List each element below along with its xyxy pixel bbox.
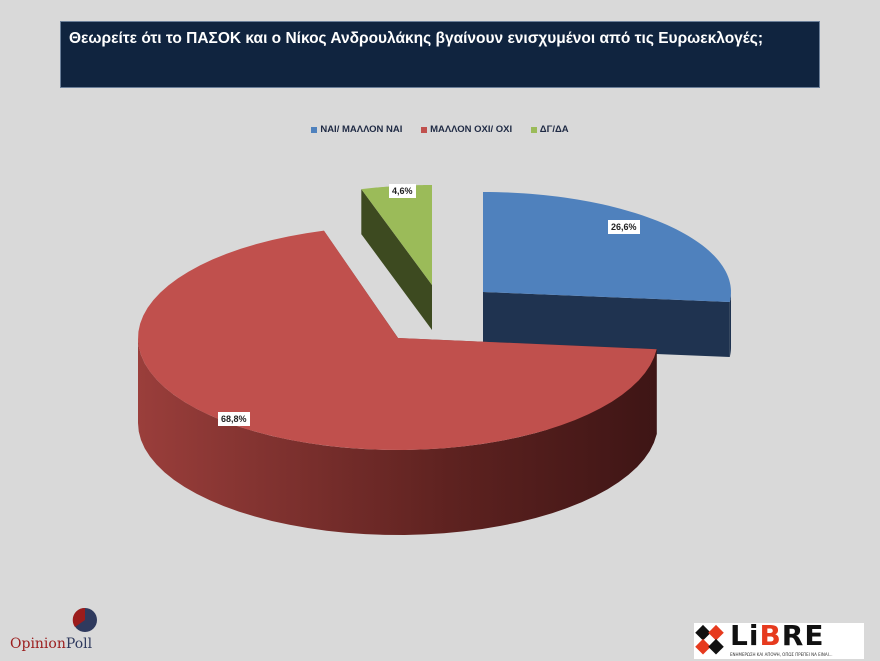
pie-slice-yes-wall — [729, 292, 731, 358]
data-label-no: 68,8% — [218, 412, 250, 426]
data-label-dk: 4,6% — [389, 184, 416, 198]
legend-label: ΝΑΙ/ ΜΑΛΛΟΝ ΝΑΙ — [320, 124, 403, 135]
legend-label: ΔΓ/ΔΑ — [539, 124, 569, 135]
opinionpoll-logo-icon — [72, 607, 97, 632]
opinionpoll-logo-text: OpinionPoll — [10, 636, 93, 652]
pie-slice-yes — [483, 192, 731, 303]
chart-title: Θεωρείτε ότι το ΠΑΣΟΚ και ο Νίκος Ανδρου… — [69, 30, 763, 47]
legend-swatch — [530, 126, 537, 133]
data-label-yes: 26,6% — [608, 220, 640, 234]
pie-slice-no — [138, 230, 657, 450]
legend: ΝΑΙ/ ΜΑΛΛΟΝ ΝΑΙ ΜΑΛΛΟΝ ΟΧΙ/ ΟΧΙ ΔΓ/ΔΑ — [0, 124, 880, 136]
legend-item-no: ΜΑΛΛΟΝ ΟΧΙ/ ΟΧΙ — [421, 124, 512, 135]
libre-tagline: ΕΝΗΜΕΡΩΣΗ ΚΑΙ ΑΠΟΨΗ, ΟΠΩΣ ΠΡΕΠΕΙ ΝΑ ΕΙΝΑ… — [730, 652, 833, 657]
legend-swatch — [421, 126, 428, 133]
legend-label: ΜΑΛΛΟΝ ΟΧΙ/ ΟΧΙ — [430, 124, 513, 135]
pie-slice-dk — [361, 185, 432, 285]
pie-slice-yes-side-face — [483, 292, 730, 358]
pie-slice-no-wall — [138, 338, 657, 535]
legend-swatch — [311, 126, 318, 133]
libre-logo-text: LiBRE — [730, 619, 825, 652]
pie-slice-dk-side-face — [361, 189, 432, 330]
legend-item-dk: ΔΓ/ΔΑ — [530, 124, 569, 135]
title-box: Θεωρείτε ότι το ΠΑΣΟΚ και ο Νίκος Ανδρου… — [60, 21, 820, 88]
libre-mark-icon — [695, 624, 724, 655]
libre-logo: LiBRE ΕΝΗΜΕΡΩΣΗ ΚΑΙ ΑΠΟΨΗ, ΟΠΩΣ ΠΡΕΠΕΙ Ν… — [694, 619, 864, 659]
legend-item-yes: ΝΑΙ/ ΜΑΛΛΟΝ ΝΑΙ — [311, 124, 402, 135]
